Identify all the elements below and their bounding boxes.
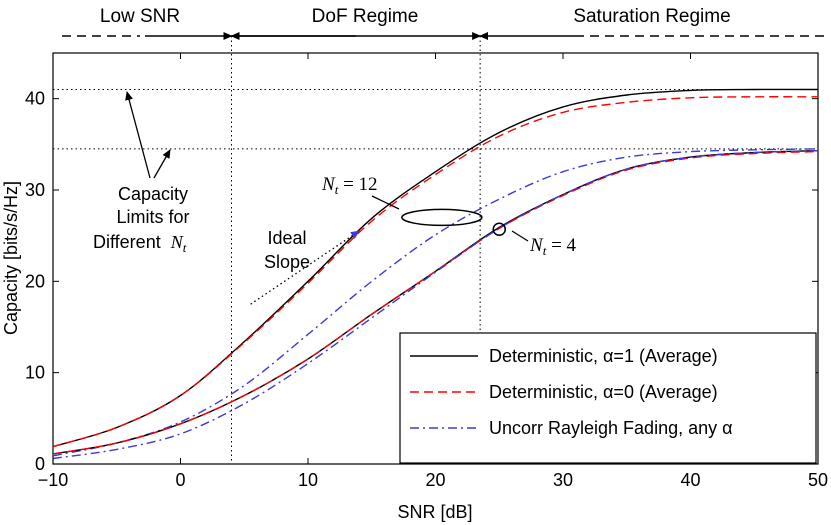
capacity-limits-nt: N <box>170 232 184 252</box>
series-line-0 <box>52 88 819 448</box>
x-tick-label-0: −10 <box>38 470 69 490</box>
capacity-limits-different: Different <box>93 232 161 252</box>
nt4-sub: t <box>543 243 547 258</box>
y-tick-label-0: 0 <box>35 454 45 474</box>
capacity-limits-arrow-lower <box>153 149 171 179</box>
y-tick-label-3: 30 <box>25 180 45 200</box>
series-line-5 <box>52 150 819 460</box>
legend-label-det0: Deterministic, α=0 (Average) <box>489 382 718 402</box>
nt12-pointer <box>371 195 400 210</box>
legend-box <box>399 332 817 464</box>
region-label-saturation: Saturation Regime <box>573 6 730 27</box>
nt4-pointer <box>511 230 529 242</box>
region-header: Low SNR DoF Regime Saturation Regime <box>62 6 826 40</box>
nt12-ellipse <box>401 208 483 227</box>
legend: Deterministic, α=1 (Average) Deterministi… <box>399 332 817 464</box>
x-tick-label-6: 50 <box>808 470 828 490</box>
y-tick-label-1: 10 <box>25 363 45 383</box>
x-axis-label: SNR [dB] <box>397 502 472 522</box>
series-line-2 <box>52 148 819 457</box>
nt4-rest: = 4 <box>546 235 576 256</box>
nt12-rest: = 12 <box>338 174 377 195</box>
nt12-sub: t <box>335 182 339 197</box>
legend-items: Deterministic, α=1 (Average) Deterministi… <box>410 346 733 438</box>
legend-label-ray: Uncorr Rayleigh Fading, any α <box>489 418 733 438</box>
y-tick-label-2: 20 <box>25 271 45 291</box>
x-tick-label-4: 30 <box>553 470 573 490</box>
nt4-n: N <box>529 235 544 256</box>
capacity-limits-arrow-upper <box>125 91 151 179</box>
capacity-limits-line2: Limits for <box>116 207 189 227</box>
x-tick-label-5: 40 <box>680 470 700 490</box>
nt12-n: N <box>321 174 336 195</box>
annotations: Capacity Limits for Different Nt Ideal S… <box>93 91 577 305</box>
y-tick-label-4: 40 <box>25 89 45 109</box>
y-axis-label: Capacity [bits/s/Hz] <box>1 181 21 335</box>
capacity-limits-nt-sub: t <box>183 240 187 255</box>
ideal-slope-arrow <box>250 230 360 305</box>
series-line-4 <box>52 150 819 455</box>
capacity-limits-line3: Different Nt <box>93 232 187 255</box>
ideal-slope-line1: Ideal <box>267 228 306 248</box>
nt4-label: Nt = 4 <box>529 235 577 258</box>
x-tick-label-2: 10 <box>298 470 318 490</box>
series-layer <box>52 88 819 460</box>
legend-label-det1: Deterministic, α=1 (Average) <box>489 346 718 366</box>
region-label-low-snr: Low SNR <box>100 6 180 27</box>
nt12-label: Nt = 12 <box>321 174 378 197</box>
region-label-dof: DoF Regime <box>312 6 419 27</box>
x-tick-label-1: 0 <box>175 470 185 490</box>
capacity-limits-line1: Capacity <box>118 184 188 204</box>
x-tick-label-3: 20 <box>425 470 445 490</box>
nt4-circle <box>492 222 506 237</box>
ideal-slope-line2: Slope <box>264 252 310 272</box>
